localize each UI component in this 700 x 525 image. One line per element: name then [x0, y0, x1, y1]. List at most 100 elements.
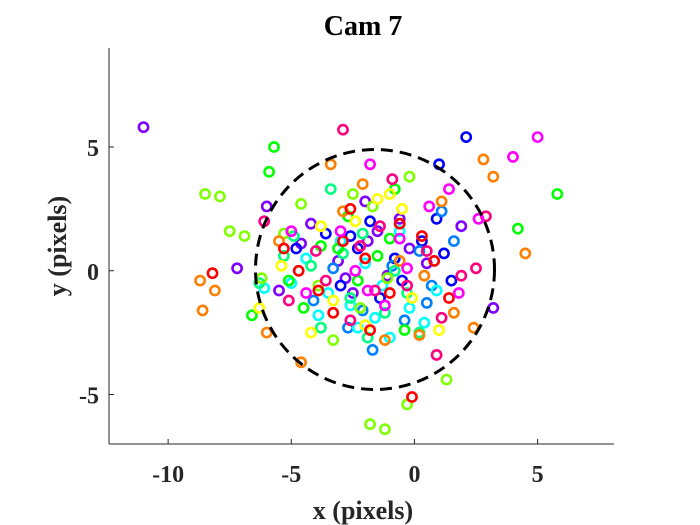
data-point: [413, 245, 426, 257]
data-point: [346, 188, 359, 200]
data-point: [403, 242, 416, 255]
data-point: [292, 264, 305, 277]
data-point: [507, 150, 519, 163]
data-point: [415, 230, 428, 242]
data-point: [351, 274, 364, 287]
data-point: [290, 242, 303, 255]
data-point: [378, 299, 391, 312]
data-point: [381, 272, 394, 285]
data-point: [268, 141, 280, 153]
chart-title: Cam 7: [324, 11, 403, 42]
data-point: [383, 232, 396, 245]
x-tick-label: -5: [281, 462, 301, 488]
data-point: [512, 222, 524, 235]
data-point: [359, 252, 372, 265]
data-point: [443, 183, 455, 195]
data-point: [418, 316, 431, 329]
data-point: [393, 254, 406, 267]
data-point: [519, 247, 532, 260]
data-point: [369, 284, 381, 297]
data-point: [327, 294, 340, 307]
data-point: [420, 296, 433, 309]
data-points: [137, 121, 564, 436]
data-point: [238, 230, 251, 242]
data-point: [438, 247, 450, 260]
data-point: [337, 123, 349, 136]
data-point: [137, 121, 150, 134]
data-point: [435, 311, 448, 324]
data-point: [351, 242, 364, 255]
data-point: [361, 284, 374, 297]
data-point: [327, 306, 340, 319]
data-point: [282, 274, 295, 287]
data-point: [273, 284, 285, 297]
data-point: [344, 314, 357, 327]
data-point: [403, 170, 416, 183]
data-point: [374, 220, 386, 233]
data-point: [223, 225, 236, 238]
data-point: [305, 259, 317, 272]
data-point: [445, 274, 458, 287]
data-point: [245, 309, 258, 322]
data-point: [401, 262, 413, 275]
data-point: [324, 183, 337, 195]
data-point: [551, 188, 564, 200]
data-point: [295, 197, 307, 210]
data-point: [383, 188, 396, 200]
data-point: [314, 321, 327, 334]
data-point: [413, 329, 426, 341]
data-point: [354, 240, 367, 252]
data-point: [319, 274, 332, 287]
axes: -10 -5 0 5 -5 0 5: [79, 48, 614, 488]
data-point: [435, 195, 448, 208]
data-point: [196, 304, 209, 317]
data-point: [231, 262, 243, 275]
data-point: [275, 259, 288, 272]
data-point: [366, 343, 379, 356]
data-point: [356, 304, 369, 317]
data-point: [206, 267, 219, 280]
data-point: [378, 334, 391, 346]
data-point: [393, 217, 406, 230]
data-point: [312, 284, 325, 297]
data-point: [443, 292, 455, 304]
data-point: [260, 200, 273, 213]
x-tick-label: 5: [532, 462, 544, 488]
data-point: [403, 301, 416, 314]
data-point: [455, 269, 468, 282]
data-point: [349, 264, 362, 277]
data-point: [460, 131, 473, 143]
data-point: [430, 348, 443, 361]
data-point: [324, 158, 337, 171]
data-point: [531, 131, 544, 143]
data-point: [455, 220, 468, 233]
data-point: [312, 309, 325, 322]
data-point: [263, 165, 275, 178]
data-point: [285, 277, 298, 289]
data-point: [327, 262, 340, 275]
data-point: [314, 220, 327, 233]
data-point: [383, 287, 396, 299]
data-point: [344, 202, 357, 215]
data-point: [300, 287, 312, 299]
data-point: [334, 279, 347, 292]
data-point: [260, 326, 273, 339]
data-point: [487, 301, 500, 314]
data-point: [420, 245, 433, 257]
data-point: [371, 249, 384, 262]
data-point: [378, 423, 391, 436]
data-point: [423, 200, 436, 213]
reference-circle: [254, 148, 496, 391]
data-point: [406, 391, 418, 403]
data-point: [307, 294, 320, 307]
data-point: [393, 232, 406, 245]
data-point: [364, 158, 376, 171]
data-point: [386, 173, 399, 186]
data-point: [277, 242, 290, 255]
data-point: [388, 264, 401, 277]
data-point: [305, 217, 317, 230]
y-axis-title: y (pixels): [43, 196, 72, 296]
data-point: [327, 334, 340, 346]
y-tick-label: -5: [79, 384, 99, 410]
